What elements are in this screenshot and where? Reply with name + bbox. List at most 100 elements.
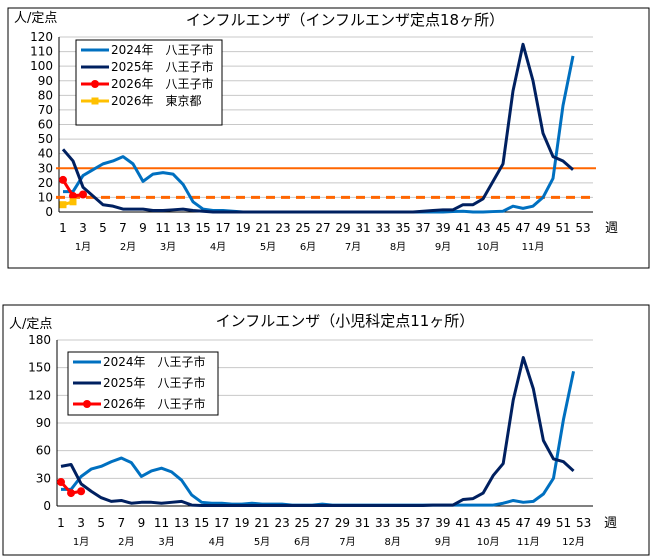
data-point — [69, 198, 77, 206]
legend-marker — [83, 400, 91, 408]
y-tick-label: 0 — [45, 205, 53, 219]
month-label: 2月 — [118, 536, 134, 548]
y-tick-label: 120 — [28, 388, 51, 402]
legend-label: 2024年 八王子市 — [103, 354, 206, 369]
month-label: 8月 — [390, 241, 406, 253]
y-tick-label: 70 — [38, 103, 53, 117]
y-tick-label: 90 — [36, 416, 51, 430]
legend-label: 2026年 八王子市 — [111, 76, 214, 91]
y-tick-label: 80 — [38, 88, 53, 102]
x-tick-label: 37 — [415, 221, 430, 235]
y-tick-label: 30 — [38, 161, 53, 175]
series-line-1 — [61, 42, 574, 214]
x-tick-label: 31 — [355, 516, 370, 530]
x-tick-label: 51 — [556, 516, 571, 530]
x-axis-label: 週 — [605, 221, 618, 236]
x-tick-label: 43 — [475, 221, 490, 235]
x-tick-label: 23 — [275, 221, 290, 235]
x-tick-label: 9 — [138, 516, 146, 530]
month-label: 4月 — [209, 536, 225, 548]
x-tick-label: 7 — [119, 221, 127, 235]
x-axis-label: 週 — [604, 516, 617, 531]
y-tick-label: 60 — [36, 444, 51, 458]
x-tick-label: 49 — [536, 516, 551, 530]
x-tick-label: 21 — [254, 516, 269, 530]
data-point — [59, 201, 67, 209]
month-label: 12月 — [562, 536, 585, 548]
x-tick-label: 37 — [415, 516, 430, 530]
month-label: 5月 — [254, 536, 270, 548]
legend-marker — [91, 97, 99, 105]
legend-label: 2026年 東京都 — [111, 94, 202, 108]
x-tick-label: 33 — [375, 221, 390, 235]
x-tick-label: 7 — [117, 516, 125, 530]
month-label: 9月 — [435, 536, 451, 548]
x-tick-label: 5 — [99, 221, 107, 235]
month-label: 7月 — [339, 536, 355, 548]
month-label: 2月 — [120, 241, 136, 253]
x-tick-label: 45 — [495, 221, 510, 235]
x-tick-label: 15 — [195, 221, 210, 235]
x-tick-label: 25 — [295, 221, 310, 235]
month-label: 10月 — [477, 536, 500, 548]
y-tick-label: 10 — [38, 190, 53, 204]
x-tick-label: 41 — [455, 516, 470, 530]
month-label: 3月 — [158, 536, 174, 548]
x-tick-label: 39 — [435, 221, 450, 235]
month-label: 5月 — [260, 241, 276, 253]
y-tick-label: 90 — [38, 74, 53, 88]
x-tick-label: 31 — [355, 221, 370, 235]
chart-title: インフルエンザ（小児科定点11ヶ所） — [216, 312, 475, 330]
x-tick-label: 21 — [255, 221, 270, 235]
data-point — [77, 487, 86, 496]
x-tick-label: 47 — [516, 516, 531, 530]
x-tick-label: 13 — [175, 221, 190, 235]
x-tick-label: 29 — [335, 516, 350, 530]
x-tick-label: 15 — [194, 516, 209, 530]
y-tick-label: 20 — [38, 176, 53, 190]
y-tick-label: 50 — [38, 132, 53, 146]
x-tick-label: 1 — [59, 221, 67, 235]
x-tick-label: 3 — [77, 516, 85, 530]
y-tick-label: 180 — [28, 333, 51, 347]
month-label: 8月 — [384, 536, 400, 548]
legend-marker — [91, 80, 99, 88]
x-tick-label: 53 — [575, 221, 590, 235]
data-point — [57, 478, 65, 487]
x-tick-label: 41 — [455, 221, 470, 235]
x-tick-label: 47 — [515, 221, 530, 235]
y-tick-label: 120 — [30, 30, 53, 44]
x-tick-label: 53 — [576, 516, 591, 530]
x-tick-label: 49 — [535, 221, 550, 235]
x-tick-label: 9 — [139, 221, 147, 235]
data-point — [67, 489, 76, 498]
legend: 2024年 八王子市 2025年 八王子市 2026年 八王子市 2026年 東京都 — [75, 39, 223, 126]
legend: 2024年 八王子市 2025年 八王子市 2026年 八王子市 — [67, 351, 219, 416]
x-tick-label: 29 — [335, 221, 350, 235]
chart-1: インフルエンザ（インフルエンザ定点18ヶ所）人/定点01020304050607… — [7, 7, 650, 269]
y-axis-label: 人/定点 — [14, 11, 57, 26]
x-tick-label: 35 — [395, 516, 410, 530]
x-tick-label: 19 — [235, 221, 250, 235]
x-tick-label: 27 — [315, 516, 330, 530]
x-tick-label: 19 — [234, 516, 249, 530]
month-label: 3月 — [160, 241, 176, 253]
data-point — [69, 191, 77, 200]
x-tick-label: 45 — [496, 516, 511, 530]
y-tick-label: 30 — [36, 471, 51, 485]
chart-title: インフルエンザ（インフルエンザ定点18ヶ所） — [186, 11, 504, 29]
x-tick-label: 23 — [274, 516, 289, 530]
y-axis-label: 人/定点 — [9, 317, 52, 332]
month-label: 1月 — [73, 536, 89, 548]
x-tick-label: 17 — [214, 516, 229, 530]
month-label: 6月 — [300, 241, 316, 253]
legend-label: 2025年 八王子市 — [103, 375, 206, 390]
y-tick-label: 0 — [43, 499, 51, 513]
data-point — [59, 175, 67, 184]
x-tick-label: 51 — [555, 221, 570, 235]
x-tick-label: 13 — [174, 516, 189, 530]
month-label: 7月 — [345, 241, 361, 253]
legend-label: 2024年 八王子市 — [111, 42, 214, 57]
